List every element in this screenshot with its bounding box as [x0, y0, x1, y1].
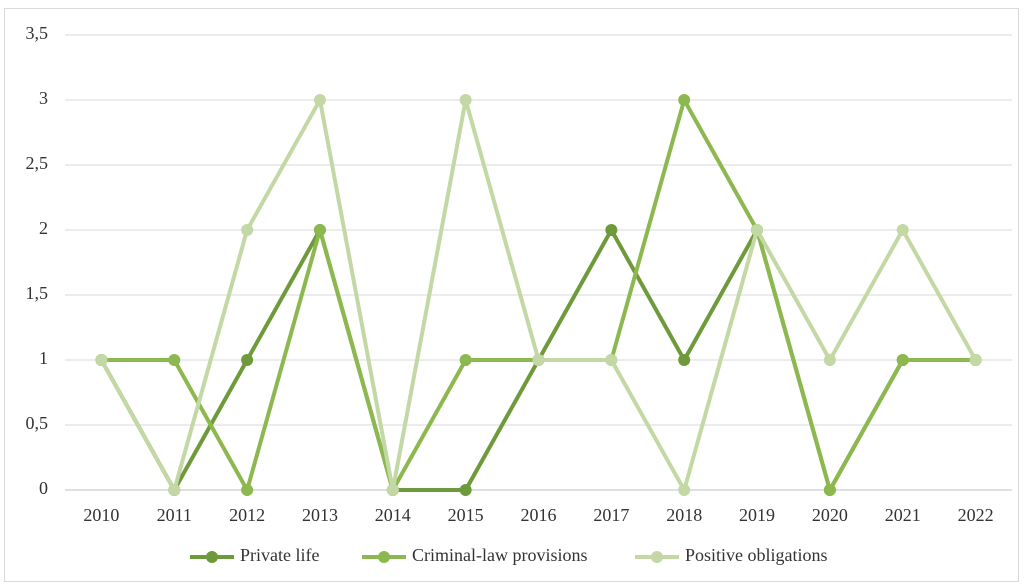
legend-item: Criminal-law provisions: [362, 545, 587, 565]
x-tick-label: 2010: [83, 505, 119, 525]
gridlines: [65, 34, 1012, 491]
data-point: [95, 354, 108, 366]
x-tick-label: 2013: [302, 505, 338, 525]
legend-item: Positive obligations: [635, 545, 828, 565]
data-point: [751, 224, 764, 236]
data-point: [896, 224, 909, 236]
legend-label: Private life: [240, 545, 319, 565]
x-tick-label: 2021: [885, 505, 921, 525]
y-tick-label: 1,5: [26, 283, 49, 303]
y-axis-ticks: 0 0,5 1 1,5 2 2,5 3 3,5: [26, 23, 49, 498]
data-point: [459, 484, 472, 496]
data-point: [459, 94, 472, 106]
x-tick-label: 2016: [521, 505, 557, 525]
y-tick-label: 0: [39, 478, 48, 498]
data-point: [241, 484, 254, 496]
x-tick-label: 2015: [448, 505, 484, 525]
data-point: [605, 354, 618, 366]
data-point: [241, 354, 254, 366]
x-tick-label: 2012: [229, 505, 265, 525]
x-tick-label: 2017: [593, 505, 629, 525]
y-tick-label: 3: [39, 88, 48, 108]
x-tick-label: 2018: [666, 505, 702, 525]
legend-marker: [206, 551, 218, 563]
x-tick-label: 2020: [812, 505, 848, 525]
x-tick-label: 2022: [958, 505, 994, 525]
x-tick-label: 2011: [157, 505, 192, 525]
data-point: [241, 224, 254, 236]
data-point: [605, 224, 618, 236]
data-point: [969, 354, 982, 366]
data-point: [168, 484, 181, 496]
data-point: [459, 354, 472, 366]
y-tick-label: 0,5: [26, 413, 49, 433]
data-point: [823, 354, 836, 366]
legend-marker: [378, 551, 390, 563]
data-point: [678, 354, 691, 366]
data-point: [168, 354, 181, 366]
data-point: [678, 484, 691, 496]
y-tick-label: 1: [39, 348, 48, 368]
x-tick-label: 2019: [739, 505, 775, 525]
legend: Private life Criminal-law provisions Posit…: [190, 545, 828, 565]
y-tick-label: 2: [39, 218, 48, 238]
data-point: [532, 354, 545, 366]
legend-label: Criminal-law provisions: [412, 545, 587, 565]
x-tick-label: 2014: [375, 505, 411, 525]
legend-label: Positive obligations: [685, 545, 828, 565]
x-axis-ticks: 2010 2011 2012 2013 2014 2015 2016 2017 2018 2019…: [83, 505, 993, 525]
data-point: [678, 94, 691, 106]
data-point: [313, 94, 326, 106]
data-point: [896, 354, 909, 366]
series-lines: [95, 94, 982, 496]
legend-item: Private life: [190, 545, 319, 565]
data-point: [823, 484, 836, 496]
series-positive-obligations: [95, 94, 982, 496]
legend-marker: [651, 551, 663, 563]
data-point: [313, 224, 326, 236]
y-tick-label: 2,5: [26, 153, 49, 173]
y-tick-label: 3,5: [26, 23, 49, 43]
data-point: [386, 484, 399, 496]
